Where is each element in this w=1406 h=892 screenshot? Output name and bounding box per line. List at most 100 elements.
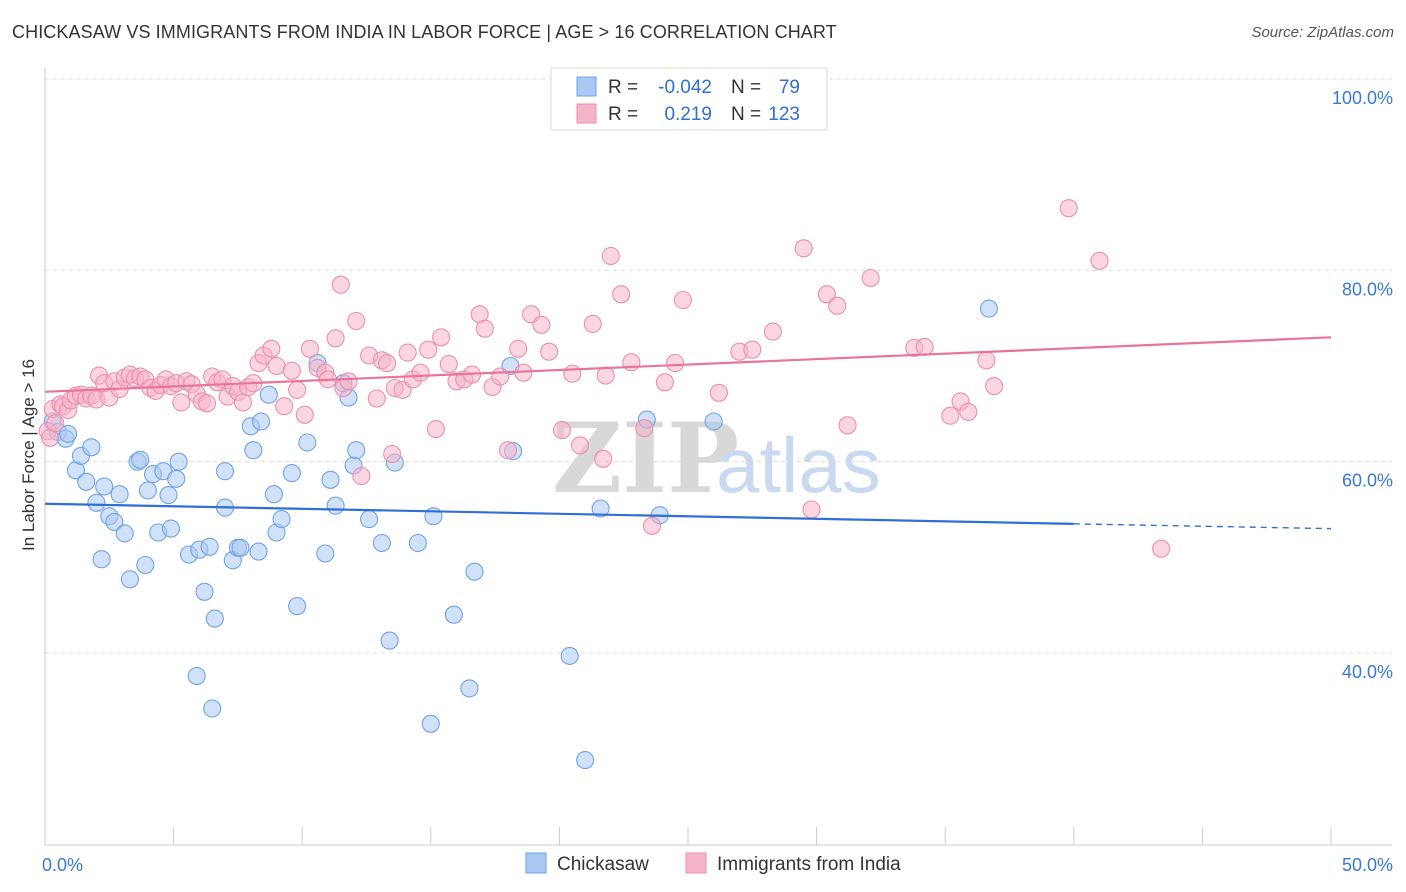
- data-point: [172, 393, 191, 412]
- y-tick-labels: 40.0% 60.0% 80.0% 100.0%: [1332, 88, 1393, 682]
- data-point: [187, 666, 206, 686]
- trend-line-extension: [1073, 523, 1332, 530]
- data-point: [282, 361, 301, 380]
- legend-swatch-chickasaw: [576, 76, 597, 97]
- data-point: [552, 421, 572, 440]
- data-point: [300, 339, 319, 358]
- y-axis-label: In Labor Force | Age > 16: [19, 359, 38, 551]
- data-point: [591, 499, 610, 518]
- data-point: [560, 646, 579, 665]
- data-point: [673, 290, 692, 310]
- data-point: [642, 516, 662, 535]
- legend-n-value: 79: [779, 77, 800, 98]
- data-point: [316, 544, 335, 563]
- data-point: [87, 493, 106, 512]
- data-point: [288, 380, 307, 399]
- data-point: [59, 424, 78, 443]
- legend-r-value: 0.219: [664, 104, 712, 125]
- source-label: Source: ZipAtlas.com: [1251, 24, 1394, 41]
- data-point: [197, 394, 217, 413]
- data-point: [138, 481, 157, 500]
- legend-r-value: -0.042: [658, 77, 712, 98]
- legend-n-label: N =: [731, 77, 761, 98]
- data-point: [828, 296, 847, 315]
- data-point: [398, 343, 417, 362]
- data-point: [249, 542, 268, 561]
- legend-label-india: Immigrants from India: [717, 854, 901, 875]
- data-point: [46, 414, 65, 433]
- data-point: [861, 268, 880, 288]
- data-point: [612, 285, 631, 304]
- data-point: [262, 339, 281, 358]
- data-point: [195, 582, 214, 601]
- data-point: [326, 496, 345, 515]
- legend-r-label: R =: [608, 77, 638, 98]
- data-point: [763, 322, 782, 341]
- legend-swatch-india: [685, 852, 707, 874]
- data-point: [120, 570, 139, 589]
- data-point: [372, 533, 391, 553]
- legend-top: R = -0.042 N = 79 R = 0.219 N = 123: [550, 67, 828, 131]
- data-point: [233, 393, 253, 412]
- data-point: [339, 372, 358, 391]
- data-point: [802, 500, 821, 519]
- chart-title: CHICKASAW VS IMMIGRANTS FROM INDIA IN LA…: [12, 22, 837, 42]
- data-point: [1152, 539, 1171, 558]
- data-point: [321, 470, 340, 489]
- data-point: [915, 337, 934, 356]
- data-point: [460, 679, 479, 698]
- y-tick-label: 40.0%: [1342, 662, 1393, 682]
- series-chickasaw-points: [43, 299, 998, 770]
- data-point: [532, 315, 551, 334]
- data-point: [959, 402, 978, 421]
- data-point: [161, 519, 181, 538]
- data-point: [347, 441, 366, 460]
- y-tick-label: 60.0%: [1342, 471, 1393, 491]
- data-point: [275, 397, 294, 416]
- data-point: [347, 311, 366, 331]
- data-point: [215, 462, 235, 481]
- trend-line: [44, 502, 1074, 525]
- data-point: [941, 406, 960, 425]
- data-point: [419, 340, 438, 359]
- data-point: [1090, 251, 1109, 270]
- data-point: [498, 441, 518, 460]
- data-point: [367, 389, 386, 408]
- data-point: [570, 436, 590, 455]
- data-point: [267, 356, 286, 376]
- data-point: [105, 512, 124, 531]
- data-point: [259, 385, 278, 404]
- data-point: [985, 377, 1004, 396]
- data-point: [272, 510, 291, 529]
- legend-r-label: R =: [608, 104, 638, 125]
- data-point: [352, 466, 371, 486]
- data-point: [200, 537, 219, 556]
- data-point: [838, 416, 857, 435]
- data-point: [817, 285, 836, 304]
- data-point: [167, 469, 186, 488]
- data-point: [465, 562, 484, 581]
- data-point: [439, 355, 458, 374]
- grid-lines: [45, 78, 1392, 654]
- data-point: [601, 246, 620, 266]
- legend-label-chickasaw: Chickasaw: [557, 854, 649, 875]
- data-point: [426, 420, 445, 439]
- data-point: [594, 449, 613, 468]
- data-point: [509, 339, 528, 358]
- data-point: [635, 419, 654, 438]
- data-point: [115, 524, 134, 543]
- data-point: [475, 319, 494, 338]
- data-point: [288, 597, 307, 616]
- y-tick-label: 100.0%: [1332, 88, 1393, 108]
- data-point: [666, 354, 685, 373]
- data-point: [794, 239, 813, 258]
- data-point: [251, 412, 271, 431]
- data-point: [326, 329, 345, 348]
- data-point: [709, 383, 728, 402]
- data-point: [596, 366, 615, 385]
- data-point: [1059, 199, 1078, 218]
- data-point: [421, 714, 440, 733]
- data-point: [360, 510, 379, 529]
- data-point: [159, 486, 178, 505]
- data-point: [408, 533, 427, 553]
